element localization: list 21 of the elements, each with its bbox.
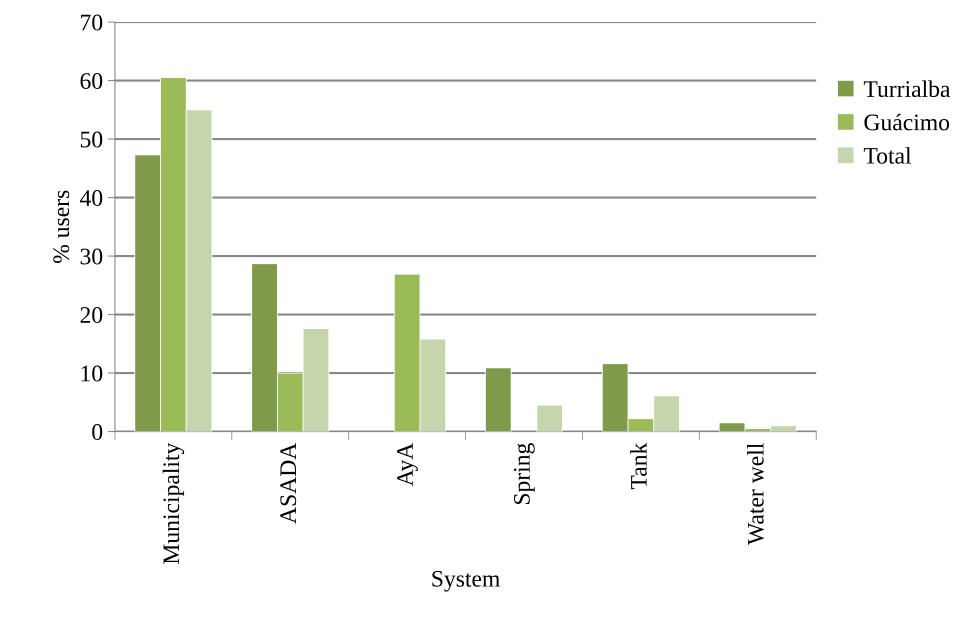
x-tick-label: Municipality <box>162 442 184 564</box>
bar <box>485 367 512 432</box>
x-tick-label: Water well <box>747 443 764 545</box>
legend-label: Guácimo <box>864 114 950 130</box>
x-tick-label: Spring <box>514 443 535 504</box>
y-tick-label: 20 <box>80 307 102 323</box>
bar <box>536 404 563 432</box>
y-axis-title: % users <box>53 190 70 264</box>
y-tick-label: 0 <box>92 424 102 440</box>
y-tick-label: 70 <box>81 14 102 30</box>
x-tick-label: Tank <box>630 442 647 490</box>
x-tick-label: ASADA <box>280 442 296 524</box>
y-tick-label: 60 <box>80 73 102 89</box>
y-tick-label: 10 <box>82 366 102 382</box>
y-tick-label: 50 <box>80 132 102 148</box>
y-tick-label: 30 <box>80 248 102 264</box>
legend-label: Total <box>864 147 912 164</box>
y-tick-label: 40 <box>80 190 102 206</box>
x-axis-title: System <box>432 570 500 592</box>
x-tick-label: AyA <box>397 442 418 486</box>
legend-label: Turrialba <box>864 80 950 98</box>
